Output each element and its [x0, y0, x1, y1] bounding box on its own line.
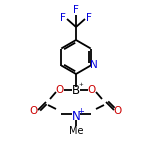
Text: N: N — [90, 60, 98, 70]
Text: ⁺: ⁺ — [78, 81, 83, 90]
Text: F: F — [86, 13, 92, 23]
Text: O: O — [56, 85, 64, 95]
Text: Me: Me — [69, 126, 83, 136]
Text: O: O — [30, 106, 38, 116]
Text: N: N — [72, 109, 80, 123]
Text: O: O — [88, 85, 96, 95]
Text: B: B — [72, 83, 80, 97]
Text: F: F — [60, 13, 66, 23]
Text: F: F — [73, 5, 79, 15]
Text: O: O — [114, 106, 122, 116]
Text: +: + — [78, 107, 85, 116]
